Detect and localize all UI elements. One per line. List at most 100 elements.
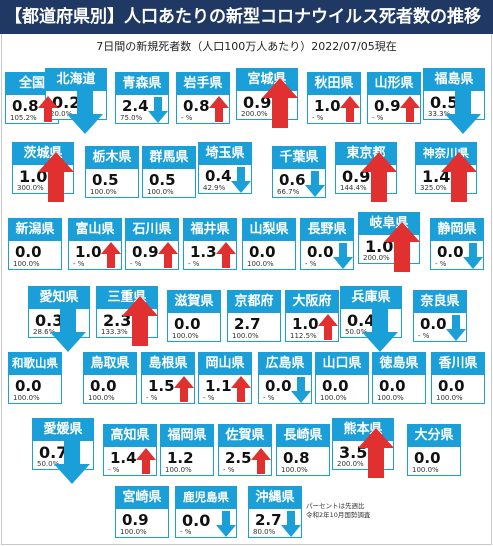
- tile-name: 千葉県: [272, 146, 326, 169]
- tile-body: 0.0 100.0%: [242, 241, 296, 270]
- tile-name: 静岡県: [430, 218, 484, 241]
- tile-name: 香川県: [431, 352, 485, 375]
- up-arrow-icon: [358, 428, 394, 482]
- tile-value: 2.5: [225, 449, 252, 467]
- tile-value: 0.0: [437, 243, 464, 261]
- tile-ishikawa: 石川県 0.9- %: [125, 218, 179, 270]
- tile-name: 岩手県: [176, 72, 230, 95]
- tile-name: 青森県: [115, 72, 169, 95]
- down-arrow-icon: [305, 171, 325, 201]
- tile-hiroshima: 広島県 0.0- %: [258, 352, 312, 404]
- down-arrow-icon: [148, 97, 168, 127]
- tile-percent: 100.0%: [320, 394, 347, 402]
- tile-value: 2.4: [122, 97, 149, 115]
- tile-percent: 66.7%: [277, 188, 300, 196]
- tile-body: 0.0 100.0%: [315, 375, 369, 404]
- tile-body: 0.0 100.0%: [407, 447, 461, 476]
- tile-value: 0.0: [438, 377, 465, 395]
- tile-percent: - %: [263, 394, 275, 402]
- up-arrow-icon: [400, 96, 420, 126]
- tile-toyama: 富山県 1.0- %: [68, 218, 122, 270]
- tile-body: 0.5 100.0%: [85, 169, 139, 198]
- footnote-line-percent: パーセントは先週比: [306, 502, 365, 510]
- tile-percent: 200.0%: [241, 110, 268, 118]
- tile-value: 0.4: [205, 167, 232, 185]
- tile-value: 0.9: [122, 511, 149, 529]
- footnote: パーセントは先週比 令和2年10月国勢調査: [306, 502, 370, 520]
- tile-name: 山梨県: [242, 218, 296, 241]
- tile-name: 埼玉県: [198, 142, 252, 165]
- tile-value: 0.0: [182, 511, 211, 530]
- tile-nagano: 長野県 0.0- %: [300, 218, 354, 270]
- tile-percent: 100.0%: [120, 528, 147, 536]
- tile-percent: - %: [146, 394, 158, 402]
- up-arrow-icon: [340, 96, 360, 126]
- tile-body: 0.5 100.0%: [142, 169, 196, 198]
- down-arrow-icon: [50, 306, 86, 356]
- tile-value: 0.0: [174, 315, 201, 333]
- tile-percent: - %: [305, 260, 317, 268]
- tile-value: 0.6: [279, 171, 306, 189]
- tile-percent: 100.0%: [377, 394, 404, 402]
- tile-percent: 112.5%: [290, 332, 317, 340]
- tile-gifu: 岐阜県 1.0 200.0%: [358, 212, 420, 272]
- tile-saga: 佐賀県 2.5- %: [218, 424, 272, 476]
- tile-name: 高知県: [103, 424, 157, 447]
- tile-value: 0.0: [379, 377, 406, 395]
- up-arrow-icon: [251, 448, 271, 478]
- tile-yamaguchi: 山口県 0.0 100.0%: [315, 352, 369, 404]
- tile-percent: 100.0%: [165, 466, 192, 474]
- tile-body: 0.0 100.0%: [83, 375, 137, 404]
- tile-name: 群馬県: [142, 146, 196, 169]
- down-arrow-icon: [231, 167, 251, 197]
- tile-value: 0.7: [39, 443, 68, 462]
- tile-value: 0.9: [374, 97, 401, 115]
- tile-value: 0.0: [90, 377, 117, 395]
- tile-percent: 100.0%: [412, 466, 439, 474]
- tile-percent: - %: [223, 466, 235, 474]
- tile-value: 0.3: [35, 311, 64, 330]
- tile-name: 富山県: [68, 218, 122, 241]
- tile-miyazaki: 宮崎県 0.9 100.0%: [115, 486, 169, 538]
- tile-percent: 200.0%: [363, 254, 390, 262]
- up-arrow-icon: [101, 242, 121, 272]
- tile-kagawa: 香川県 0.0 100.0%: [431, 352, 485, 404]
- tile-percent: 133.3%: [101, 328, 128, 336]
- tile-gunma: 群馬県 0.5 100.0%: [142, 146, 196, 198]
- up-arrow-icon: [158, 242, 178, 272]
- tile-shiga: 滋賀県 0.0 100.0%: [167, 290, 221, 342]
- tile-value: 0.5: [149, 171, 176, 189]
- tile-name: 島根県: [141, 352, 195, 375]
- up-arrow-icon: [38, 96, 58, 126]
- tile-name: 和歌山県: [8, 352, 62, 375]
- tile-value: 0.0: [420, 315, 447, 333]
- tile-percent: 200.0%: [337, 460, 364, 468]
- tile-name: 沖縄県: [248, 486, 302, 509]
- up-arrow-icon: [136, 448, 156, 478]
- tile-body: 0.0 100.0%: [8, 375, 62, 404]
- tile-iwate: 岩手県 0.8- %: [176, 72, 230, 124]
- tile-body: 1.2 100.0%: [160, 447, 214, 476]
- footnote-line-census: 令和2年10月国勢調査: [306, 511, 371, 519]
- tile-body: 0.0 100.0%: [8, 241, 62, 270]
- tile-body: 0.0 100.0%: [431, 375, 485, 404]
- tile-saitama: 埼玉県 0.4 42.9%: [198, 142, 252, 194]
- tile-kochi: 高知県 1.4- %: [103, 424, 157, 476]
- tile-body: 0.8 100.0%: [276, 447, 330, 476]
- tile-value: 1.1: [205, 377, 232, 395]
- tile-shimane: 島根県 1.5- %: [141, 352, 195, 404]
- tile-percent: - %: [312, 114, 324, 122]
- tile-value: 0.0: [15, 243, 42, 261]
- tile-value: 1.5: [148, 377, 175, 395]
- tile-body: 2.7 100.0%: [227, 313, 281, 342]
- up-arrow-icon: [209, 96, 229, 126]
- tile-osaka: 大阪府 1.0 112.5%: [285, 290, 339, 342]
- down-arrow-icon: [281, 511, 301, 541]
- tile-kanagawa: 神奈川県 1.4 325.0%: [415, 142, 477, 202]
- down-arrow-icon: [67, 88, 103, 138]
- tile-name: 栃木県: [85, 146, 139, 169]
- tile-tokushima: 徳島県 0.0 100.0%: [372, 352, 426, 404]
- up-arrow-icon: [174, 376, 194, 406]
- tile-name: 山形県: [367, 72, 421, 95]
- tile-value: 0.5: [430, 93, 459, 112]
